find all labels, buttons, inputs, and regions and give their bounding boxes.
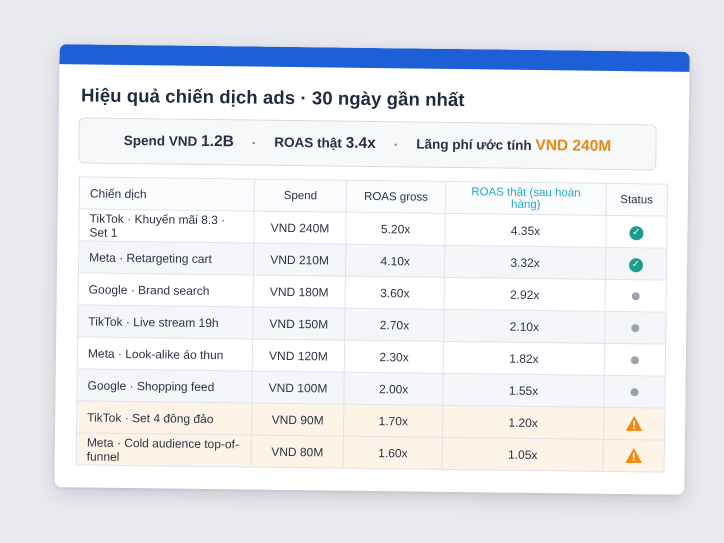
column-header-campaign[interactable]: Chiến dịch (79, 176, 255, 212)
dot-icon (630, 355, 639, 364)
roas-real-cell: 4.35x (445, 213, 606, 248)
dot-icon (631, 323, 640, 332)
table-row[interactable]: Meta · Cold audience top-of-funnel VND 80… (76, 432, 665, 473)
waste-label: Lãng phí ước tính (416, 136, 532, 153)
spend-label: Spend VND (123, 132, 198, 149)
status-cell (602, 439, 665, 473)
summary-bar: Spend VND 1.2B · ROAS thật 3.4x · Lãng p… (78, 117, 657, 171)
roas-gross-cell: 2.30x (344, 340, 445, 374)
roas-real-cell: 1.05x (442, 437, 603, 472)
roas-gross-cell: 1.60x (342, 436, 443, 470)
waste-value: VND 240M (535, 136, 612, 155)
campaign-cell: Google · Brand search (78, 272, 254, 308)
roas-real-cell: 3.32x (444, 245, 606, 280)
status-cell (603, 343, 666, 377)
dot-icon (630, 387, 639, 396)
campaign-cell: Google · Shopping feed (76, 368, 253, 404)
summary-separator: · (251, 135, 257, 151)
spend-cell: VND 80M (251, 435, 344, 469)
campaign-cell: TikTok · Set 4 đông đảo (76, 400, 253, 436)
roas-gross-cell: 3.60x (344, 276, 445, 310)
spend-cell: VND 240M (254, 211, 346, 245)
campaign-cell: Meta · Retargeting cart (78, 240, 255, 276)
status-cell (603, 375, 666, 409)
roas-real-cell: 1.82x (443, 341, 605, 376)
warning-triangle-icon (625, 416, 642, 432)
roas-gross-cell: 1.70x (343, 404, 444, 438)
status-cell (602, 407, 665, 441)
spend-cell: VND 180M (253, 275, 346, 309)
roas-gross-cell: 2.00x (343, 372, 444, 406)
status-cell: ✓ (604, 247, 667, 281)
campaign-cell: Meta · Look-alike áo thun (77, 336, 253, 372)
roas-real-cell: 1.20x (442, 405, 604, 440)
campaign-cell: TikTok · Khuyến mãi 8.3 · Set 1 (78, 208, 255, 244)
roas-real-cell: 1.55x (443, 373, 604, 408)
page-title: Hiệu quả chiến dịch ads · 30 ngày gần nh… (80, 84, 465, 111)
column-header-roas-real[interactable]: ROAS thật (sau hoàn hàng) (445, 181, 607, 216)
waste-summary: Lãng phí ước tính VND 240M (416, 136, 611, 156)
summary-separator: · (393, 136, 399, 152)
roas-gross-cell: 5.20x (345, 212, 446, 246)
roas-summary: ROAS thật 3.4x (274, 134, 376, 153)
column-header-status[interactable]: Status (605, 183, 668, 217)
check-circle-icon: ✓ (629, 225, 644, 240)
spend-cell: VND 100M (252, 371, 345, 405)
campaign-cell: Meta · Cold audience top-of-funnel (76, 432, 252, 468)
roas-gross-cell: 4.10x (345, 244, 446, 278)
roas-real-cell: 2.92x (444, 277, 605, 312)
campaign-cell: TikTok · Live stream 19h (77, 304, 254, 340)
campaign-table: Chiến dịch Spend ROAS gross ROAS thật (s… (75, 176, 669, 473)
spend-cell: VND 120M (252, 339, 345, 373)
warning-triangle-icon (625, 448, 642, 464)
status-cell (604, 279, 667, 313)
spend-value: 1.2B (201, 132, 234, 151)
dot-icon (631, 291, 640, 300)
spend-cell: VND 90M (251, 403, 344, 437)
spend-cell: VND 210M (253, 243, 346, 277)
dashboard-card: Hiệu quả chiến dịch ads · 30 ngày gần nh… (54, 44, 690, 495)
roas-gross-cell: 2.70x (344, 308, 445, 342)
roas-real-cell: 2.10x (444, 309, 605, 344)
status-cell: ✓ (605, 215, 668, 249)
check-circle-icon: ✓ (628, 257, 643, 272)
spend-summary: Spend VND 1.2B (124, 132, 234, 151)
roas-value: 3.4x (345, 134, 376, 153)
card-header-bar (59, 44, 690, 72)
status-cell (604, 311, 667, 345)
column-header-roas-gross[interactable]: ROAS gross (345, 180, 447, 214)
spend-cell: VND 150M (252, 307, 345, 341)
table-row[interactable]: TikTok · Set 4 đông đảo VND 90M 1.70x 1.20x (76, 400, 665, 441)
roas-label: ROAS thật (274, 134, 342, 151)
column-header-spend[interactable]: Spend (254, 179, 347, 213)
